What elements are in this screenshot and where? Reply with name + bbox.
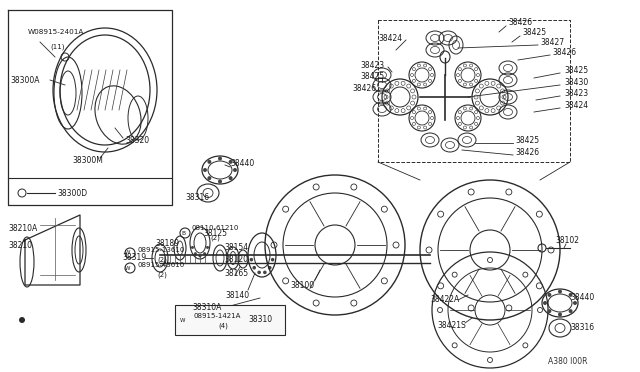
Circle shape	[252, 266, 256, 270]
Text: (2): (2)	[157, 272, 167, 278]
Text: 38300A: 38300A	[10, 76, 40, 84]
Text: 38426: 38426	[515, 148, 539, 157]
Text: (2): (2)	[157, 257, 167, 263]
Circle shape	[543, 301, 547, 305]
Circle shape	[207, 160, 211, 164]
Circle shape	[547, 309, 552, 313]
Circle shape	[19, 317, 25, 323]
Text: 38100: 38100	[290, 280, 314, 289]
Text: 38310A: 38310A	[192, 304, 221, 312]
Circle shape	[203, 168, 207, 172]
Circle shape	[203, 252, 206, 255]
Text: A380 I00R: A380 I00R	[548, 357, 588, 366]
Circle shape	[250, 258, 253, 262]
Text: 38300D: 38300D	[57, 189, 87, 198]
Circle shape	[573, 301, 577, 305]
Circle shape	[191, 246, 194, 249]
Text: 38424: 38424	[378, 33, 402, 42]
Text: 08915-13610: 08915-13610	[138, 247, 186, 253]
Text: 38125: 38125	[203, 228, 227, 237]
Text: 38426: 38426	[352, 83, 376, 93]
Text: 38422A: 38422A	[430, 295, 460, 305]
Circle shape	[268, 266, 271, 270]
Text: 38425: 38425	[564, 65, 588, 74]
Text: 38210A: 38210A	[8, 224, 37, 232]
Circle shape	[194, 252, 197, 255]
Text: 38427: 38427	[540, 38, 564, 46]
Circle shape	[271, 258, 275, 262]
Text: 38319: 38319	[122, 253, 146, 263]
Circle shape	[233, 168, 237, 172]
Text: 38440: 38440	[230, 158, 254, 167]
Circle shape	[257, 270, 261, 274]
Text: 38421S: 38421S	[437, 321, 466, 330]
Text: W: W	[180, 317, 186, 323]
Text: 38423: 38423	[360, 61, 384, 70]
Text: 08915-1421A: 08915-1421A	[193, 313, 241, 319]
Circle shape	[218, 157, 222, 160]
Text: B: B	[181, 231, 185, 235]
Circle shape	[228, 160, 232, 164]
Text: 38423: 38423	[564, 89, 588, 97]
Circle shape	[198, 254, 202, 257]
FancyBboxPatch shape	[175, 305, 285, 335]
Text: 38425: 38425	[360, 71, 384, 80]
Circle shape	[547, 293, 552, 297]
Circle shape	[263, 270, 267, 274]
Text: 38316: 38316	[185, 192, 209, 202]
Text: 38165: 38165	[224, 269, 248, 278]
Text: 38154: 38154	[224, 244, 248, 253]
Circle shape	[218, 180, 222, 183]
Text: W08915-2401A: W08915-2401A	[28, 29, 84, 35]
Text: 38300M: 38300M	[72, 155, 103, 164]
Circle shape	[206, 246, 209, 249]
Circle shape	[207, 176, 211, 180]
Text: (2): (2)	[210, 235, 220, 241]
Circle shape	[558, 289, 562, 294]
Text: 38426: 38426	[508, 17, 532, 26]
Text: 38140: 38140	[225, 291, 249, 299]
Text: W: W	[125, 266, 131, 270]
Text: (4): (4)	[218, 323, 228, 329]
Text: W: W	[125, 250, 131, 256]
Text: 38320: 38320	[125, 135, 149, 144]
Text: 38310: 38310	[248, 315, 272, 324]
Text: 38425: 38425	[515, 135, 539, 144]
Circle shape	[568, 293, 573, 297]
Text: 38120: 38120	[224, 256, 248, 264]
Text: 08110-61210: 08110-61210	[192, 225, 239, 231]
Text: 38102: 38102	[555, 235, 579, 244]
Text: 38424: 38424	[564, 100, 588, 109]
Text: 38189: 38189	[155, 238, 179, 247]
Text: 08915-43610: 08915-43610	[138, 262, 185, 268]
Text: 38430: 38430	[564, 77, 588, 87]
Text: 38426: 38426	[552, 48, 576, 57]
Text: 38440: 38440	[570, 294, 595, 302]
Circle shape	[228, 176, 232, 180]
Circle shape	[568, 309, 573, 313]
Text: 38210: 38210	[8, 241, 32, 250]
Text: (11): (11)	[50, 44, 65, 50]
Text: 38425: 38425	[522, 28, 546, 36]
Circle shape	[558, 312, 562, 317]
Text: 38316: 38316	[570, 324, 594, 333]
